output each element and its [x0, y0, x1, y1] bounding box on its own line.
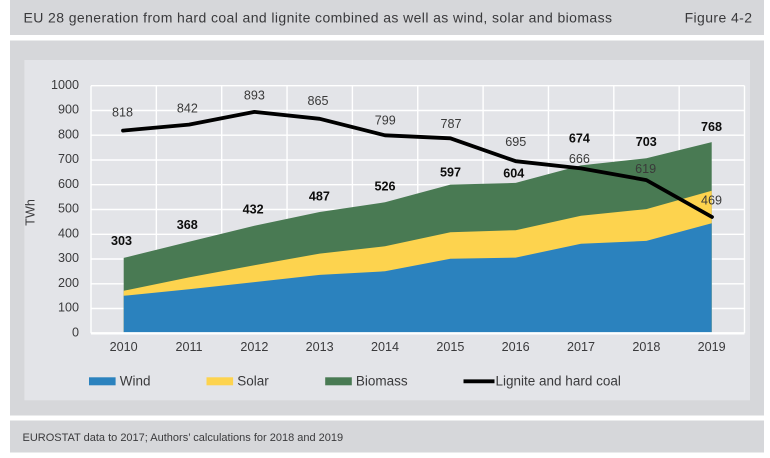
- svg-text:400: 400: [58, 227, 79, 241]
- svg-text:2016: 2016: [502, 340, 530, 354]
- svg-text:597: 597: [440, 166, 461, 180]
- svg-text:700: 700: [58, 152, 79, 166]
- svg-text:2019: 2019: [698, 340, 726, 354]
- svg-text:432: 432: [243, 203, 264, 217]
- svg-text:469: 469: [701, 193, 722, 207]
- svg-text:500: 500: [58, 202, 79, 216]
- svg-text:200: 200: [58, 276, 79, 290]
- svg-text:2011: 2011: [175, 340, 202, 354]
- svg-text:1000: 1000: [51, 78, 79, 92]
- svg-text:487: 487: [309, 190, 330, 204]
- svg-text:Lignite and hard coal: Lignite and hard coal: [496, 374, 621, 389]
- svg-text:818: 818: [112, 106, 133, 120]
- svg-text:799: 799: [375, 113, 396, 127]
- svg-text:619: 619: [635, 162, 656, 176]
- svg-text:2010: 2010: [110, 340, 138, 354]
- svg-text:EU 28 generation from hard coa: EU 28 generation from hard coal and lign…: [24, 9, 613, 25]
- svg-text:100: 100: [58, 301, 79, 315]
- svg-text:EUROSTAT data to 2017; Authors: EUROSTAT data to 2017; Authors’ calculat…: [23, 432, 344, 444]
- svg-text:900: 900: [58, 103, 79, 117]
- svg-text:865: 865: [307, 94, 328, 108]
- svg-text:695: 695: [505, 135, 526, 149]
- svg-text:368: 368: [177, 218, 198, 232]
- svg-text:2013: 2013: [306, 340, 334, 354]
- svg-text:768: 768: [701, 120, 722, 134]
- svg-text:Biomass: Biomass: [356, 374, 408, 389]
- svg-text:526: 526: [374, 179, 395, 193]
- svg-text:2015: 2015: [436, 340, 464, 354]
- svg-text:Solar: Solar: [237, 374, 269, 389]
- svg-text:666: 666: [569, 152, 590, 166]
- svg-text:674: 674: [569, 131, 590, 145]
- svg-text:2014: 2014: [371, 340, 399, 354]
- svg-text:893: 893: [244, 88, 265, 102]
- svg-text:842: 842: [177, 102, 198, 116]
- svg-text:Figure 4-2: Figure 4-2: [685, 9, 753, 25]
- svg-text:600: 600: [58, 177, 79, 191]
- svg-text:Wind: Wind: [120, 374, 151, 389]
- svg-text:0: 0: [72, 326, 79, 340]
- svg-text:2012: 2012: [240, 340, 268, 354]
- svg-text:303: 303: [111, 234, 132, 248]
- svg-text:TWh: TWh: [24, 199, 38, 226]
- svg-text:2018: 2018: [632, 340, 660, 354]
- svg-text:604: 604: [503, 166, 524, 180]
- svg-text:2017: 2017: [567, 340, 595, 354]
- svg-text:787: 787: [440, 117, 461, 131]
- svg-text:800: 800: [58, 127, 79, 141]
- svg-text:300: 300: [58, 251, 79, 265]
- svg-text:703: 703: [636, 135, 657, 149]
